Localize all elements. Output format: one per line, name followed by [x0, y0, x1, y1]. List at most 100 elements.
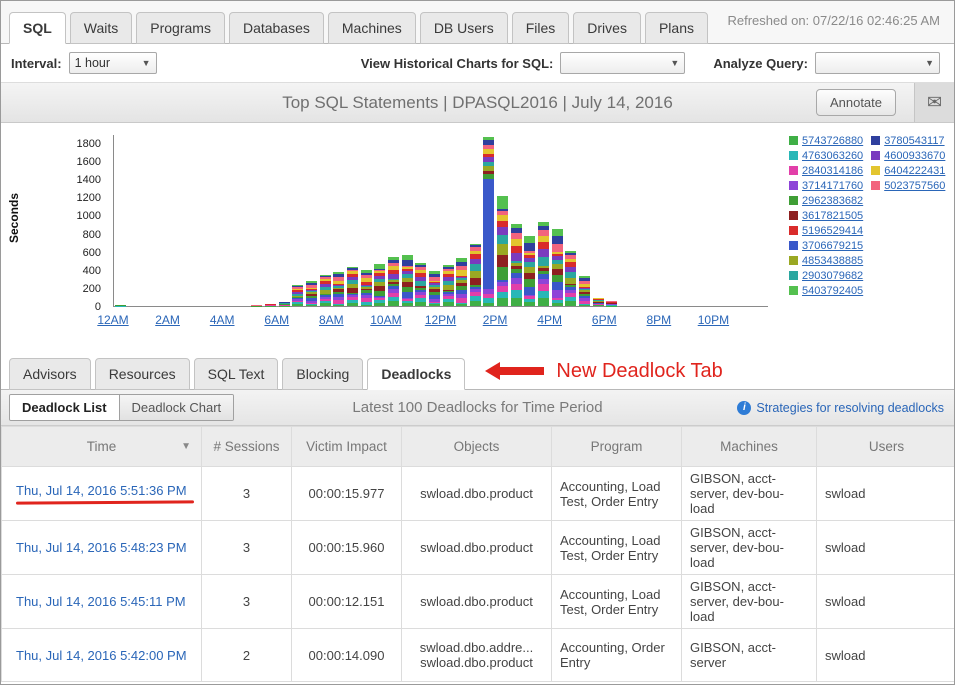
legend-link[interactable]: 3706679215	[802, 239, 864, 252]
legend-link[interactable]: 3780543117	[884, 134, 945, 147]
tab-waits[interactable]: Waits	[69, 12, 133, 44]
chart-bar[interactable]	[524, 235, 536, 306]
legend-link[interactable]: 6404222431	[884, 164, 946, 177]
legend-link[interactable]: 4853438885	[802, 254, 864, 267]
chart-bar[interactable]	[319, 274, 331, 306]
column-header-users[interactable]: Users	[816, 426, 954, 467]
legend-link[interactable]: 4763063260	[802, 149, 864, 162]
cell-objects: swload.dbo.product	[401, 574, 552, 629]
chart-bar[interactable]	[115, 304, 126, 306]
historical-select[interactable]: ▼	[560, 52, 686, 74]
strategies-link[interactable]: Strategies for resolving deadlocks	[756, 400, 944, 415]
bar-segment	[606, 301, 618, 303]
x-axis-link[interactable]: 6AM	[264, 313, 290, 327]
annotate-button[interactable]: Annotate	[815, 89, 896, 116]
tab-files[interactable]: Files	[511, 12, 570, 44]
bar-segment	[524, 301, 536, 306]
column-header-victim-impact[interactable]: Victim Impact	[291, 426, 402, 467]
chart-bar[interactable]	[333, 271, 345, 306]
tab-sql[interactable]: SQL	[9, 12, 66, 44]
analyze-select[interactable]: ▼	[815, 52, 940, 74]
tab-db-users[interactable]: DB Users	[419, 12, 508, 44]
chart-bar[interactable]	[292, 285, 304, 306]
legend-link[interactable]: 5023757560	[884, 179, 946, 192]
x-axis-link[interactable]: 6PM	[591, 313, 617, 327]
chart-bar[interactable]	[606, 300, 618, 306]
chart-bar[interactable]	[428, 270, 440, 306]
tab-drives[interactable]: Drives	[573, 12, 641, 44]
chart-bar[interactable]	[265, 303, 277, 306]
tab-plans[interactable]: Plans	[644, 12, 708, 44]
chart-bar[interactable]	[278, 301, 290, 306]
subtab-sql-text[interactable]: SQL Text	[193, 358, 279, 390]
tab-machines[interactable]: Machines	[327, 12, 416, 44]
x-axis-link[interactable]: 8AM	[318, 313, 344, 327]
x-axis-link[interactable]: 10AM	[370, 313, 402, 327]
subtab-deadlocks[interactable]: Deadlocks	[367, 358, 466, 390]
chart-bar[interactable]	[469, 243, 481, 306]
bar-segment	[456, 276, 468, 279]
deadlock-time-link[interactable]: Thu, Jul 14, 2016 5:45:11 PM	[16, 594, 186, 609]
x-axis-link[interactable]: 10PM	[697, 313, 730, 327]
chart-bar[interactable]	[306, 280, 318, 306]
bar-segment	[415, 262, 427, 265]
legend-link[interactable]: 3617821505	[802, 209, 864, 222]
legend-link[interactable]: 5403792405	[802, 284, 864, 297]
deadlock-annotation: New Deadlock Tab	[485, 360, 723, 387]
chart-bar[interactable]	[456, 258, 468, 306]
chart-bar[interactable]	[346, 267, 358, 306]
chart-bar[interactable]	[592, 297, 604, 306]
tab-programs[interactable]: Programs	[136, 12, 225, 44]
bar-segment	[387, 281, 399, 284]
chart-bar[interactable]	[401, 254, 413, 306]
chart-bar[interactable]	[442, 265, 454, 306]
chart-bar[interactable]	[578, 276, 590, 306]
chart-bar[interactable]	[565, 250, 577, 306]
column-header-machines[interactable]: Machines	[681, 426, 817, 467]
x-axis-link[interactable]: 4PM	[537, 313, 562, 327]
x-axis-link[interactable]: 12PM	[424, 313, 457, 327]
chart-bar[interactable]	[497, 195, 509, 306]
x-axis-link[interactable]: 8PM	[646, 313, 672, 327]
subtab-resources[interactable]: Resources	[94, 358, 190, 390]
legend-link[interactable]: 5743726880	[802, 134, 864, 147]
legend-link[interactable]: 3714171760	[802, 179, 864, 192]
chart-bar[interactable]	[538, 221, 550, 306]
column-header--sessions[interactable]: # Sessions	[201, 426, 292, 467]
deadlock-chart-toggle[interactable]: Deadlock Chart	[118, 395, 234, 420]
x-axis-link[interactable]: 12AM	[97, 313, 129, 327]
deadlock-list-toggle[interactable]: Deadlock List	[10, 395, 119, 420]
deadlock-time-link[interactable]: Thu, Jul 14, 2016 5:42:00 PM	[16, 647, 187, 663]
deadlock-time-link[interactable]: Thu, Jul 14, 2016 5:48:23 PM	[16, 540, 187, 555]
chart-bar[interactable]	[510, 224, 522, 306]
tab-databases[interactable]: Databases	[228, 12, 324, 44]
chart-bar[interactable]	[251, 305, 263, 306]
chart-bar[interactable]	[415, 262, 427, 306]
subtab-blocking[interactable]: Blocking	[282, 358, 364, 390]
bar-segment	[428, 282, 440, 284]
x-axis-link[interactable]: 2PM	[482, 313, 508, 327]
column-header-program[interactable]: Program	[551, 426, 682, 467]
chart-bar[interactable]	[483, 136, 495, 306]
legend-link[interactable]: 2903079682	[802, 269, 864, 282]
email-button[interactable]: ✉	[914, 83, 954, 122]
column-header-time[interactable]: Time ▼	[1, 426, 202, 467]
legend-link[interactable]: 5196529414	[802, 224, 864, 237]
cell-objects: swload.dbo.addre... swload.dbo.product	[401, 628, 552, 682]
bar-segment	[510, 261, 522, 264]
subtab-advisors[interactable]: Advisors	[9, 358, 91, 390]
interval-select[interactable]: 1 hour ▼	[68, 52, 157, 74]
bar-segment	[292, 285, 304, 287]
x-axis-link[interactable]: 4AM	[209, 313, 235, 327]
deadlock-time-link[interactable]: Thu, Jul 14, 2016 5:51:36 PM	[16, 483, 187, 498]
chart-bar[interactable]	[387, 257, 399, 306]
legend-link[interactable]: 2840314186	[802, 164, 864, 177]
legend-swatch	[789, 286, 798, 295]
chart-bar[interactable]	[374, 263, 386, 306]
legend-link[interactable]: 4600933670	[884, 149, 946, 162]
column-header-objects[interactable]: Objects	[401, 426, 552, 467]
chart-bar[interactable]	[360, 270, 372, 306]
chart-bar[interactable]	[551, 229, 563, 306]
legend-link[interactable]: 2962383682	[802, 194, 864, 207]
x-axis-link[interactable]: 2AM	[155, 313, 180, 327]
